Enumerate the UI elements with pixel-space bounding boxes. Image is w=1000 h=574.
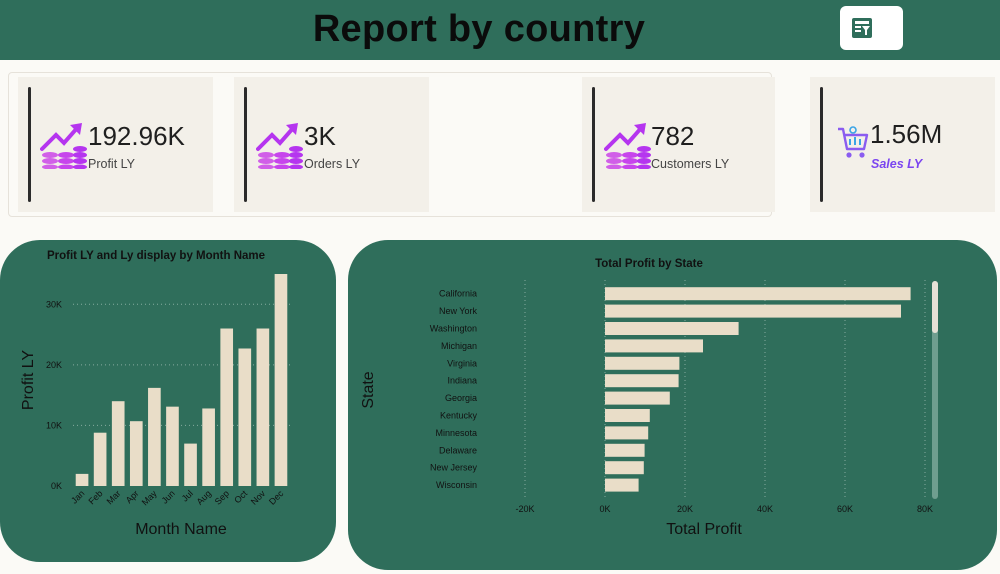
y-category-label: Indiana bbox=[447, 376, 477, 386]
bar[interactable] bbox=[605, 322, 739, 335]
y-tick-label: 30K bbox=[46, 299, 62, 309]
scrollbar-track[interactable] bbox=[932, 281, 938, 499]
bar[interactable] bbox=[605, 443, 645, 457]
y-category-label: Washington bbox=[430, 324, 477, 334]
y-tick-label: 0K bbox=[51, 481, 62, 491]
shopping-cart-icon bbox=[838, 126, 869, 158]
chart-title: Total Profit by State bbox=[595, 258, 703, 270]
x-tick-label: Dec bbox=[267, 488, 286, 507]
x-tick-label: 40K bbox=[757, 504, 773, 514]
bar[interactable] bbox=[605, 356, 680, 370]
bar[interactable] bbox=[184, 443, 197, 486]
y-tick-label: 10K bbox=[46, 420, 62, 430]
x-tick-label: 80K bbox=[917, 504, 933, 514]
bar[interactable] bbox=[129, 421, 143, 486]
kpi-value: 3K bbox=[304, 121, 336, 151]
profit-growth-icon bbox=[604, 123, 651, 169]
y-category-label: Georgia bbox=[445, 393, 477, 403]
x-tick-label: Mar bbox=[105, 488, 123, 506]
chart-title: Profit LY and Ly display by Month Name bbox=[47, 250, 265, 262]
bar[interactable] bbox=[111, 401, 125, 486]
kpi-card-profit[interactable]: 192.96K Profit LY bbox=[18, 77, 213, 212]
kpi-value: 782 bbox=[651, 121, 695, 151]
bar[interactable] bbox=[605, 461, 644, 475]
x-axis-label: Total Profit bbox=[666, 521, 742, 538]
page-title: Report by country bbox=[312, 8, 646, 50]
y-tick-label: 20K bbox=[46, 360, 62, 370]
x-tick-label: Jul bbox=[180, 488, 195, 503]
y-category-label: California bbox=[439, 289, 477, 299]
x-tick-label: Jun bbox=[160, 488, 177, 505]
x-tick-label: Apr bbox=[124, 488, 141, 505]
state-profit-chart-panel: Total Profit by State California New York… bbox=[348, 240, 997, 570]
kpi-label: Profit LY bbox=[88, 157, 136, 171]
kpi-accent-bar bbox=[244, 87, 247, 202]
kpi-value: 192.96K bbox=[88, 121, 185, 151]
scrollbar-thumb[interactable] bbox=[932, 281, 938, 333]
x-axis-label: Month Name bbox=[135, 521, 227, 538]
bar[interactable] bbox=[605, 409, 650, 422]
bar[interactable] bbox=[605, 478, 639, 492]
x-tick-label: May bbox=[140, 488, 159, 507]
y-axis-label: Profit LY bbox=[20, 350, 37, 411]
kpi-accent-bar bbox=[28, 87, 31, 202]
y-axis-label: State bbox=[360, 371, 377, 408]
kpi-label: Orders LY bbox=[304, 157, 361, 171]
bar[interactable] bbox=[93, 432, 107, 486]
bar[interactable] bbox=[605, 374, 679, 388]
x-tick-label: Aug bbox=[195, 488, 213, 506]
monthly-profit-chart: Profit LY and Ly display by Month Name 0… bbox=[20, 250, 290, 538]
kpi-label: Customers LY bbox=[651, 157, 730, 171]
y-category-label: Delaware bbox=[439, 445, 477, 455]
kpi-card-sales[interactable]: 1.56M Sales LY bbox=[810, 77, 995, 212]
x-tick-label: Nov bbox=[249, 488, 268, 507]
bar[interactable] bbox=[256, 328, 270, 486]
y-category-label: Kentucky bbox=[440, 411, 478, 421]
filter-button[interactable] bbox=[840, 6, 903, 50]
kpi-card-customers[interactable]: 782 Customers LY bbox=[582, 77, 775, 212]
bar[interactable] bbox=[605, 287, 911, 301]
y-category-label: Wisconsin bbox=[436, 480, 477, 490]
bar[interactable] bbox=[75, 473, 89, 486]
x-tick-label: Feb bbox=[86, 488, 104, 506]
x-tick-label: 0K bbox=[599, 504, 610, 514]
y-category-label: New Jersey bbox=[430, 463, 478, 473]
bar[interactable] bbox=[220, 328, 234, 486]
bar[interactable] bbox=[238, 348, 252, 486]
kpi-label: Sales LY bbox=[871, 157, 923, 171]
monthly-profit-chart-panel: Profit LY and Ly display by Month Name 0… bbox=[0, 240, 336, 562]
bar[interactable] bbox=[605, 339, 703, 353]
x-tick-label: -20K bbox=[515, 504, 534, 514]
kpi-accent-bar bbox=[592, 87, 595, 202]
header-bar: Report by country bbox=[0, 0, 1000, 60]
bar[interactable] bbox=[166, 406, 179, 486]
x-tick-label: Jan bbox=[69, 488, 86, 505]
x-tick-label: 20K bbox=[677, 504, 693, 514]
y-category-label: New York bbox=[439, 306, 478, 316]
bar[interactable] bbox=[148, 387, 161, 486]
bar[interactable] bbox=[605, 391, 670, 405]
bar[interactable] bbox=[202, 408, 215, 486]
kpi-accent-bar bbox=[820, 87, 823, 202]
y-category-label: Virginia bbox=[447, 358, 477, 368]
x-tick-label: 60K bbox=[837, 504, 853, 514]
state-profit-chart: Total Profit by State California New York… bbox=[360, 258, 938, 538]
x-tick-label: Oct bbox=[232, 488, 249, 505]
profit-growth-icon bbox=[40, 123, 87, 169]
kpi-card-orders[interactable]: 3K Orders LY bbox=[234, 77, 429, 212]
bar[interactable] bbox=[605, 426, 649, 440]
y-category-label: Minnesota bbox=[435, 428, 477, 438]
bar[interactable] bbox=[605, 304, 901, 318]
filter-report-icon bbox=[852, 18, 872, 38]
x-tick-label: Sep bbox=[213, 488, 231, 506]
kpi-value: 1.56M bbox=[870, 119, 943, 149]
y-category-label: Michigan bbox=[441, 341, 477, 351]
bar[interactable] bbox=[274, 274, 288, 486]
profit-growth-icon bbox=[256, 123, 303, 169]
